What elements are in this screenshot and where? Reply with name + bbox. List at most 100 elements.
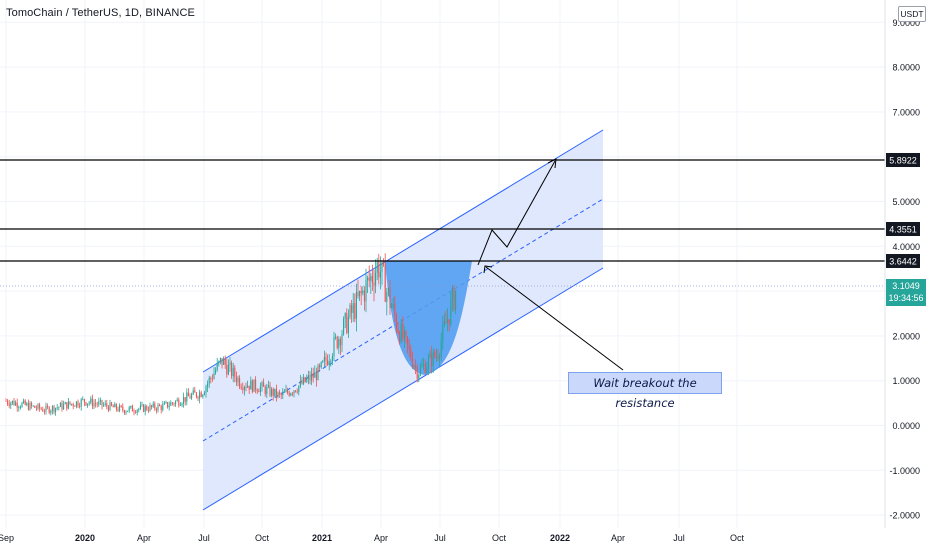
candle-body xyxy=(431,353,433,367)
candle-body xyxy=(8,403,10,406)
candle-body xyxy=(87,403,89,406)
x-tick-label: Jul xyxy=(434,533,446,543)
candle-body xyxy=(251,380,253,392)
candle-body xyxy=(266,387,268,394)
candle-body xyxy=(287,389,289,393)
candle-body xyxy=(279,392,281,394)
y-tick-label: 2.0000 xyxy=(892,331,920,341)
candle-body xyxy=(259,386,261,393)
candle-body xyxy=(426,367,428,373)
candle-body xyxy=(53,406,55,412)
candle-body xyxy=(210,377,212,379)
candle-body xyxy=(293,390,295,394)
candle-body xyxy=(149,405,151,411)
candle-body xyxy=(299,380,301,386)
candle-body xyxy=(135,412,137,413)
x-tick-label: 2020 xyxy=(75,533,95,543)
candle-body xyxy=(154,403,156,409)
candle-body xyxy=(355,292,357,319)
candle-body xyxy=(155,408,157,411)
candle-body xyxy=(192,390,194,395)
candle-body xyxy=(131,405,133,412)
x-tick-label: Apr xyxy=(137,533,151,543)
candle-body xyxy=(383,260,385,265)
candle-body xyxy=(117,409,119,411)
candle-body xyxy=(74,405,76,407)
candle-body xyxy=(288,392,290,396)
candle-body xyxy=(253,379,255,392)
x-tick-label: Oct xyxy=(730,533,745,543)
candle-body xyxy=(157,404,159,411)
candle-body xyxy=(367,277,369,281)
candle-body xyxy=(147,409,149,411)
candle-body xyxy=(309,375,311,381)
candle-body xyxy=(175,401,177,405)
candle-body xyxy=(349,304,351,318)
candle-body xyxy=(127,410,129,412)
candle-body xyxy=(215,370,217,374)
candle-body xyxy=(381,260,383,272)
candle-body xyxy=(368,277,370,281)
candle-body xyxy=(237,378,239,383)
candle-body xyxy=(120,405,122,407)
candle-body xyxy=(16,402,18,408)
candle-body xyxy=(336,336,338,348)
candle-body xyxy=(45,405,47,412)
candle-body xyxy=(296,391,298,393)
candle-body xyxy=(43,411,45,413)
candle-body xyxy=(34,405,36,408)
candle-body xyxy=(66,402,68,409)
candle-body xyxy=(176,399,178,402)
candle-body xyxy=(392,304,394,307)
candle-body xyxy=(295,390,297,392)
candle-body xyxy=(229,362,231,366)
candle-body xyxy=(211,378,213,380)
candle-body xyxy=(32,405,34,407)
candle-body xyxy=(178,399,180,406)
candle-body xyxy=(272,388,274,396)
candle-body xyxy=(234,367,236,377)
annotation-pointer-line xyxy=(485,266,624,371)
y-tick-label: 5.0000 xyxy=(892,197,920,207)
y-tick-label: 7.0000 xyxy=(892,107,920,117)
candle-body xyxy=(376,261,378,273)
candle-body xyxy=(39,404,41,409)
candle-body xyxy=(64,402,66,405)
candle-body xyxy=(199,392,201,399)
chart-grid xyxy=(0,0,885,528)
candle-body xyxy=(283,392,285,393)
currency-badge[interactable]: USDT xyxy=(898,6,926,22)
candle-body xyxy=(183,397,185,404)
candle-body xyxy=(67,401,69,409)
candle-body xyxy=(397,328,399,333)
candle-body xyxy=(451,288,453,300)
candle-body xyxy=(386,292,388,302)
candle-body xyxy=(91,398,93,407)
candle-body xyxy=(101,400,103,406)
candle-body xyxy=(58,406,60,408)
candle-body xyxy=(219,357,221,362)
candle-body xyxy=(99,400,101,402)
candle-body xyxy=(85,402,87,406)
candle-body xyxy=(263,382,265,387)
candle-body xyxy=(453,288,455,310)
candle-body xyxy=(27,403,29,410)
candle-body xyxy=(344,313,346,319)
candle-body xyxy=(413,366,415,368)
candle-body xyxy=(10,402,12,406)
candle-body xyxy=(203,392,205,395)
candle-body xyxy=(402,323,404,339)
candle-body xyxy=(333,337,335,357)
candle-body xyxy=(42,409,44,412)
x-tick-label: Apr xyxy=(611,533,625,543)
candle-body xyxy=(226,364,228,375)
candle-body xyxy=(264,386,266,394)
candle-body xyxy=(109,402,111,411)
candle-body xyxy=(7,400,9,404)
candle-body xyxy=(343,318,345,335)
candle-body xyxy=(125,411,127,414)
candle-body xyxy=(301,380,303,384)
candle-body xyxy=(115,403,117,410)
candle-body xyxy=(79,406,81,407)
x-tick-label: Sep xyxy=(0,533,14,543)
